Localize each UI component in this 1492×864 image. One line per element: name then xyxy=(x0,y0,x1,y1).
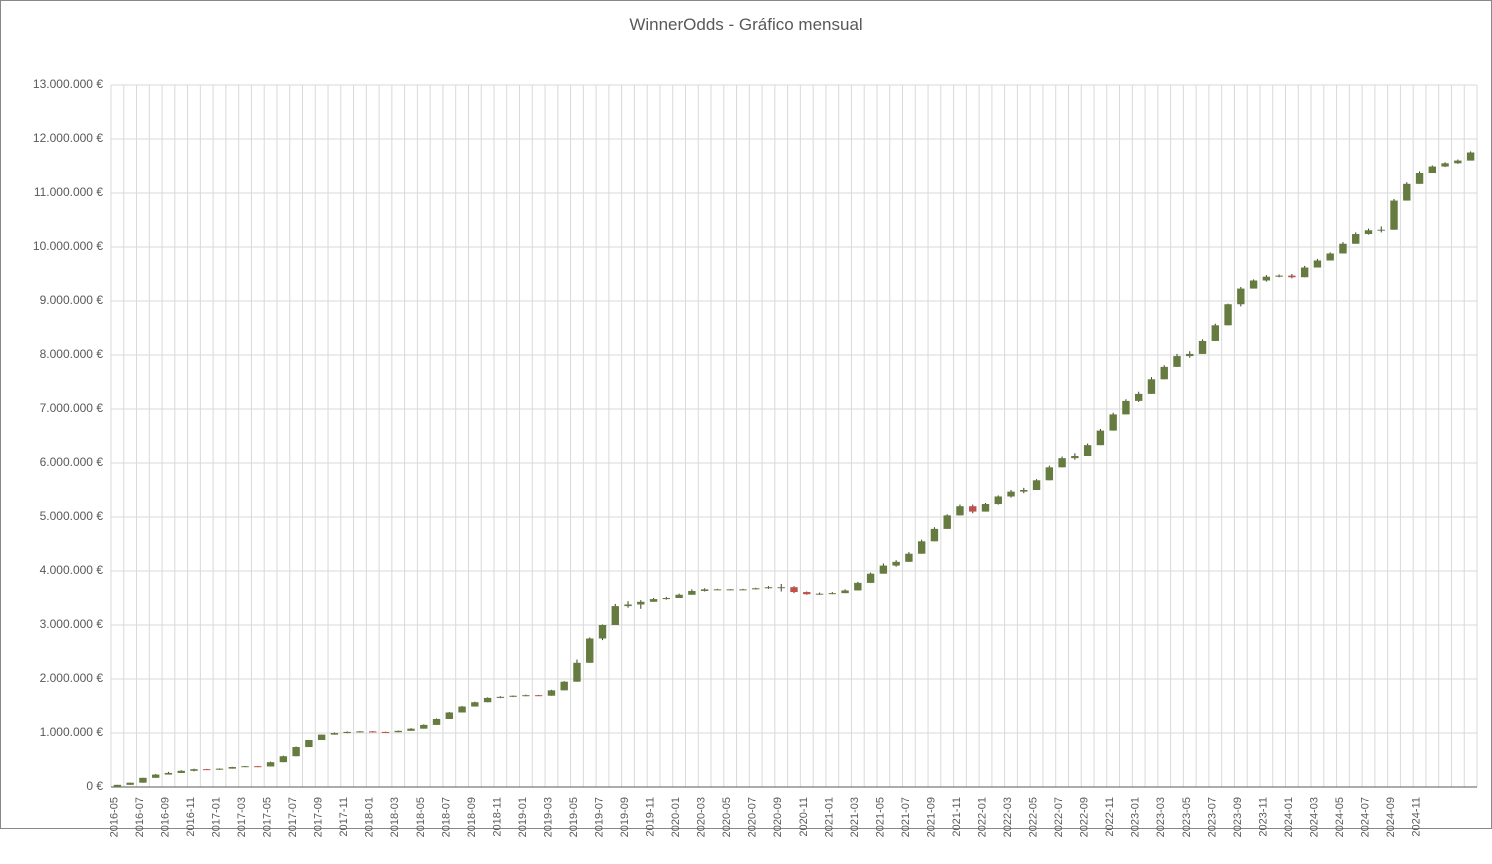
svg-text:2017-05: 2017-05 xyxy=(262,797,274,837)
svg-text:2017-03: 2017-03 xyxy=(236,797,248,837)
svg-text:2021-03: 2021-03 xyxy=(849,797,861,837)
svg-text:2017-09: 2017-09 xyxy=(313,797,325,837)
svg-text:10.000.000 €: 10.000.000 € xyxy=(33,239,103,253)
svg-text:2019-07: 2019-07 xyxy=(594,797,606,837)
svg-text:2023-07: 2023-07 xyxy=(1206,797,1218,837)
svg-text:2020-09: 2020-09 xyxy=(772,797,784,837)
svg-text:2017-11: 2017-11 xyxy=(338,797,350,837)
svg-text:2024-11: 2024-11 xyxy=(1411,797,1423,837)
svg-text:2024-05: 2024-05 xyxy=(1334,797,1346,837)
svg-text:2022-03: 2022-03 xyxy=(1002,797,1014,837)
svg-text:7.000.000 €: 7.000.000 € xyxy=(40,401,104,415)
svg-text:9.000.000 €: 9.000.000 € xyxy=(40,293,104,307)
svg-text:2016-05: 2016-05 xyxy=(108,797,120,837)
svg-text:2020-07: 2020-07 xyxy=(747,797,759,837)
svg-text:2018-01: 2018-01 xyxy=(364,797,376,837)
svg-text:2017-07: 2017-07 xyxy=(287,797,299,837)
svg-text:2022-07: 2022-07 xyxy=(1053,797,1065,837)
svg-text:2021-05: 2021-05 xyxy=(874,797,886,837)
chart-container: WinnerOdds - Gráfico mensual 0 € 1.000.00… xyxy=(0,0,1492,829)
svg-text:2020-05: 2020-05 xyxy=(721,797,733,837)
svg-text:2018-03: 2018-03 xyxy=(389,797,401,837)
svg-text:2021-01: 2021-01 xyxy=(823,797,835,837)
svg-text:2020-03: 2020-03 xyxy=(696,797,708,837)
svg-text:2023-05: 2023-05 xyxy=(1181,797,1193,837)
svg-text:2018-11: 2018-11 xyxy=(491,797,503,837)
svg-text:2018-07: 2018-07 xyxy=(440,797,452,837)
svg-text:6.000.000 €: 6.000.000 € xyxy=(40,455,104,469)
svg-text:8.000.000 €: 8.000.000 € xyxy=(40,347,104,361)
svg-text:2023-01: 2023-01 xyxy=(1130,797,1142,837)
svg-text:2016-09: 2016-09 xyxy=(159,797,171,837)
svg-text:2023-09: 2023-09 xyxy=(1232,797,1244,837)
svg-text:2023-03: 2023-03 xyxy=(1155,797,1167,837)
svg-text:2017-01: 2017-01 xyxy=(211,797,223,837)
svg-text:2019-01: 2019-01 xyxy=(517,797,529,837)
svg-text:4.000.000 €: 4.000.000 € xyxy=(40,563,104,577)
svg-text:2024-01: 2024-01 xyxy=(1283,797,1295,837)
svg-text:2021-11: 2021-11 xyxy=(951,797,963,837)
svg-text:2016-11: 2016-11 xyxy=(185,797,197,837)
svg-text:0 €: 0 € xyxy=(86,779,103,793)
svg-text:2022-01: 2022-01 xyxy=(976,797,988,837)
svg-text:1.000.000 €: 1.000.000 € xyxy=(40,725,104,739)
svg-text:2018-09: 2018-09 xyxy=(466,797,478,837)
svg-text:3.000.000 €: 3.000.000 € xyxy=(40,617,104,631)
svg-text:2019-03: 2019-03 xyxy=(542,797,554,837)
svg-text:2021-09: 2021-09 xyxy=(925,797,937,837)
svg-text:2020-11: 2020-11 xyxy=(798,797,810,837)
svg-text:2020-01: 2020-01 xyxy=(670,797,682,837)
chart-title: WinnerOdds - Gráfico mensual xyxy=(1,1,1491,35)
svg-text:2019-11: 2019-11 xyxy=(645,797,657,837)
svg-text:12.000.000 €: 12.000.000 € xyxy=(33,131,103,145)
svg-text:2021-07: 2021-07 xyxy=(900,797,912,837)
svg-text:2024-07: 2024-07 xyxy=(1359,797,1371,837)
svg-text:2024-03: 2024-03 xyxy=(1308,797,1320,837)
svg-text:2019-09: 2019-09 xyxy=(619,797,631,837)
svg-text:2022-05: 2022-05 xyxy=(1028,797,1040,837)
svg-text:2019-05: 2019-05 xyxy=(568,797,580,837)
svg-text:2023-11: 2023-11 xyxy=(1257,797,1269,837)
svg-text:2022-09: 2022-09 xyxy=(1079,797,1091,837)
svg-text:11.000.000 €: 11.000.000 € xyxy=(34,185,104,199)
svg-text:5.000.000 €: 5.000.000 € xyxy=(40,509,104,523)
svg-text:2016-07: 2016-07 xyxy=(134,797,146,837)
svg-text:2018-05: 2018-05 xyxy=(415,797,427,837)
svg-text:13.000.000 €: 13.000.000 € xyxy=(33,77,103,91)
svg-text:2022-11: 2022-11 xyxy=(1104,797,1116,837)
svg-text:2.000.000 €: 2.000.000 € xyxy=(40,671,104,685)
svg-text:2024-09: 2024-09 xyxy=(1385,797,1397,837)
candlestick-chart: 0 € 1.000.000 € 2.000.000 € 3.000.000 € 4.00… xyxy=(1,35,1492,864)
